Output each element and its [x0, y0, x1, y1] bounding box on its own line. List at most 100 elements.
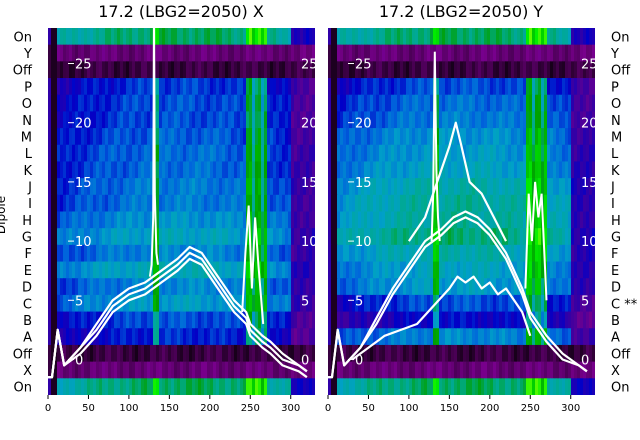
- heatmap-cell: [237, 61, 241, 79]
- heatmap-cell: [334, 361, 338, 379]
- heatmap-cell: [505, 228, 509, 246]
- heatmap-cell: [454, 78, 458, 96]
- heatmap-cell: [78, 228, 82, 246]
- heatmap-cell: [240, 178, 244, 196]
- heatmap-cell: [538, 278, 542, 296]
- heatmap-cell: [108, 261, 112, 279]
- heatmap-cell: [427, 161, 431, 179]
- heatmap-cell: [418, 361, 422, 379]
- heatmap-cell: [102, 61, 106, 79]
- heatmap-cell: [258, 328, 262, 346]
- heatmap-cell: [210, 161, 214, 179]
- heatmap-cell: [337, 144, 341, 163]
- heatmap-cell: [300, 378, 304, 395]
- heatmap-cell: [291, 28, 295, 46]
- heatmap-cell: [276, 244, 280, 263]
- heatmap-cell: [355, 144, 359, 163]
- heatmap-cell: [48, 44, 52, 62]
- heatmap-cell: [547, 78, 551, 96]
- heatmap-cell: [583, 378, 587, 395]
- heatmap-cell: [48, 61, 52, 79]
- heatmap-cell: [508, 294, 512, 313]
- heatmap-cell: [81, 228, 85, 246]
- heatmap-cell: [424, 61, 428, 79]
- heatmap-cell: [267, 278, 271, 296]
- heatmap-cell: [165, 94, 169, 113]
- heatmap-cell: [267, 28, 271, 46]
- heatmap-cell: [346, 128, 350, 146]
- heatmap-cell: [547, 211, 551, 229]
- heatmap-cell: [285, 328, 289, 346]
- heatmap-cell: [183, 328, 187, 346]
- heatmap-cell: [487, 78, 491, 96]
- heatmap-cell: [571, 294, 575, 313]
- inner-y-tick-label: 20: [355, 117, 372, 132]
- heatmap-cell: [144, 344, 148, 363]
- heatmap-cell: [382, 311, 386, 329]
- heatmap-cell: [538, 144, 542, 163]
- heatmap-cell: [120, 144, 124, 163]
- heatmap-cell: [252, 94, 256, 113]
- heatmap-cell: [291, 294, 295, 313]
- heatmap-cell: [580, 128, 584, 146]
- heatmap-cell: [334, 61, 338, 79]
- heatmap-cell: [141, 211, 145, 229]
- heatmap-cell: [508, 111, 512, 129]
- heatmap-cell: [180, 311, 184, 329]
- heatmap-cell: [84, 178, 88, 196]
- heatmap-cell: [415, 28, 419, 46]
- heatmap-cell: [406, 211, 410, 229]
- heatmap-cell: [96, 244, 100, 263]
- heatmap-cell: [108, 178, 112, 196]
- heatmap-cell: [556, 311, 560, 329]
- heatmap-cell: [273, 144, 277, 163]
- heatmap-cell: [526, 178, 530, 196]
- heatmap-cell: [445, 128, 449, 146]
- heatmap-cell: [96, 278, 100, 296]
- heatmap-cell: [237, 344, 241, 363]
- heatmap-cell: [300, 78, 304, 96]
- heatmap-cell: [51, 178, 55, 196]
- heatmap-cell: [439, 244, 443, 263]
- heatmap-cell: [264, 178, 268, 196]
- heatmap-cell: [433, 144, 437, 163]
- heatmap-cell: [424, 361, 428, 379]
- heatmap-cell: [367, 244, 371, 263]
- heatmap-cell: [541, 111, 545, 129]
- heatmap-cell: [553, 311, 557, 329]
- heatmap-cell: [553, 61, 557, 79]
- heatmap-cell: [105, 111, 109, 129]
- heatmap-cell: [147, 111, 151, 129]
- heatmap-cell: [541, 94, 545, 113]
- heatmap-cell: [499, 311, 503, 329]
- heatmap-cell: [565, 278, 569, 296]
- heatmap-cell: [592, 44, 595, 62]
- heatmap-cell: [129, 178, 133, 196]
- heatmap-cell: [114, 78, 118, 96]
- heatmap-cell: [517, 261, 521, 279]
- heatmap-cell: [180, 78, 184, 96]
- heatmap-cell: [177, 211, 181, 229]
- dipole-label: N: [611, 114, 621, 129]
- heatmap-cell: [553, 228, 557, 246]
- heatmap-cell: [394, 361, 398, 379]
- heatmap-cell: [328, 278, 332, 296]
- heatmap-cell: [442, 294, 446, 313]
- heatmap-cell: [454, 128, 458, 146]
- heatmap-cell: [568, 161, 572, 179]
- heatmap-cell: [583, 61, 587, 79]
- heatmap-cell: [225, 94, 229, 113]
- heatmap-cell: [156, 294, 160, 313]
- heatmap-cell: [466, 194, 470, 213]
- heatmap-cell: [439, 378, 443, 395]
- heatmap-cell: [174, 311, 178, 329]
- heatmap-cell: [135, 378, 139, 395]
- heatmap-cell: [156, 161, 160, 179]
- heatmap-cell: [349, 78, 353, 96]
- heatmap-cell: [246, 361, 250, 379]
- heatmap-cell: [123, 44, 127, 62]
- heatmap-cell: [358, 161, 362, 179]
- heatmap-cell: [162, 361, 166, 379]
- heatmap-cell: [559, 211, 563, 229]
- heatmap-cell: [156, 261, 160, 279]
